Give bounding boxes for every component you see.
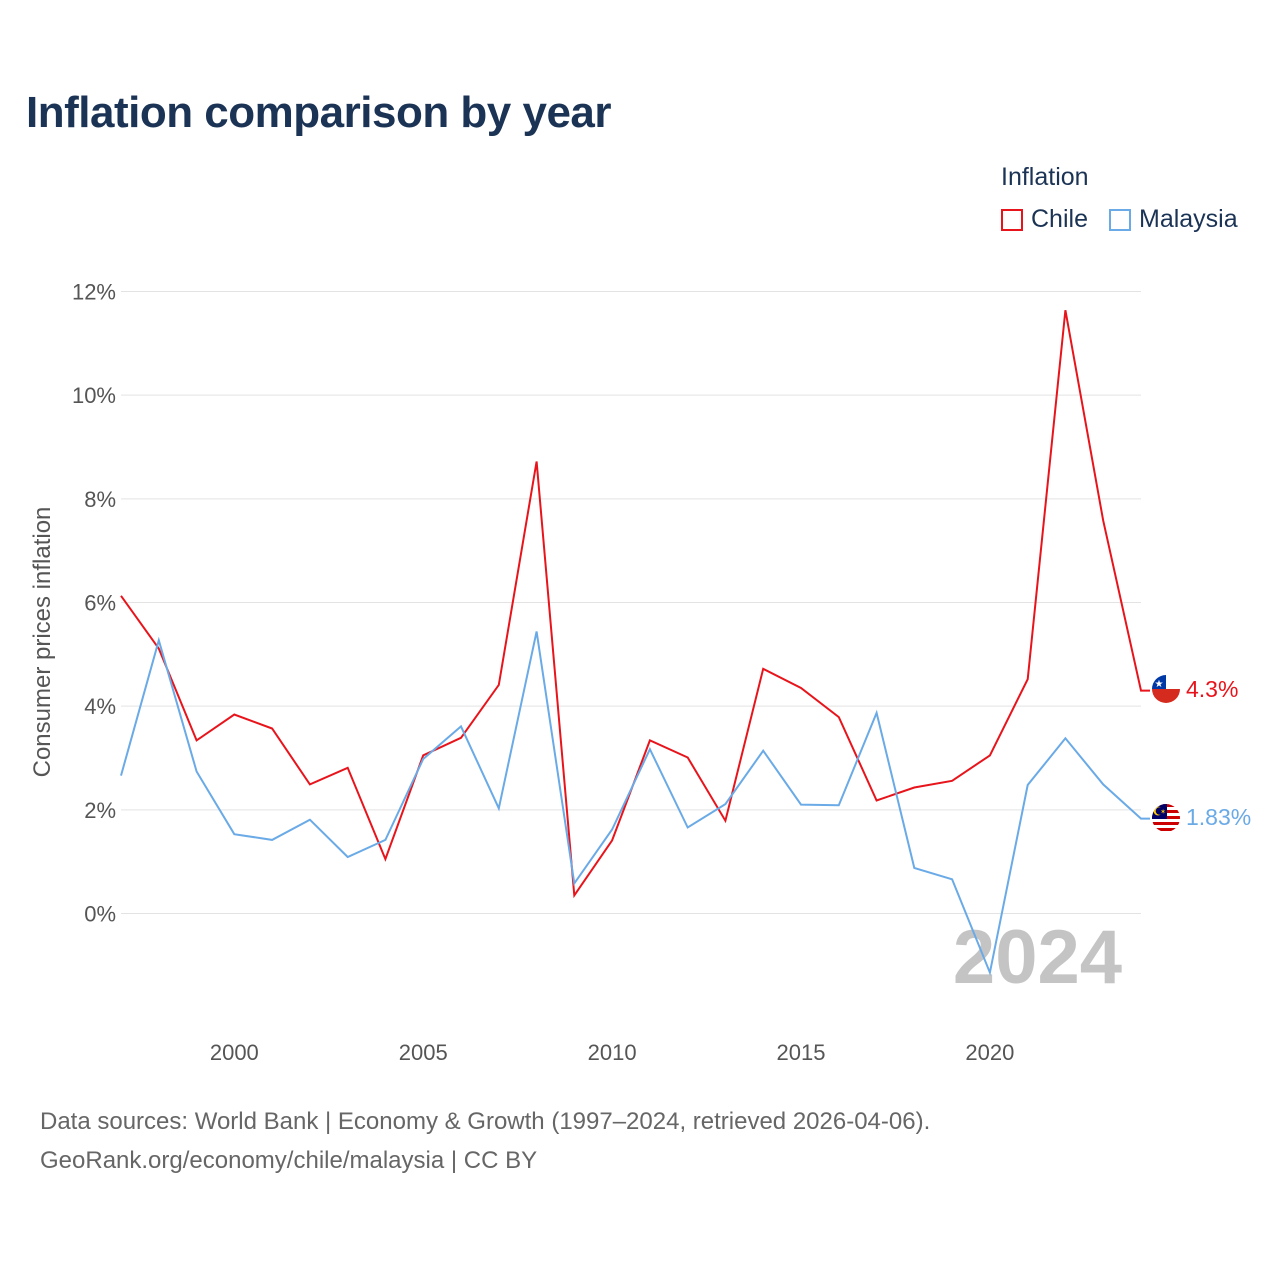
data-point-malaysia[interactable] (720, 799, 730, 809)
data-point-malaysia[interactable] (380, 835, 390, 845)
data-point-chile[interactable] (872, 796, 882, 806)
end-label-malaysia: 1.83% (1186, 804, 1251, 830)
data-point-chile[interactable] (947, 776, 957, 786)
data-point-chile[interactable] (305, 779, 315, 789)
malaysia-flag-icon: ✶ (1152, 804, 1180, 832)
end-label-chile: 4.3% (1186, 676, 1238, 702)
data-point-chile[interactable] (494, 680, 504, 690)
legend-label-chile: Chile (1031, 205, 1088, 233)
x-tick-label: 2010 (588, 1040, 637, 1065)
data-point-chile[interactable] (380, 854, 390, 864)
data-point-chile[interactable] (645, 735, 655, 745)
data-point-malaysia[interactable] (418, 754, 428, 764)
source-citation: Data sources: World Bank | Economy & Gro… (40, 1108, 931, 1135)
chile-flag-icon: ★ (1152, 675, 1180, 703)
data-point-chile[interactable] (229, 709, 239, 719)
source-link[interactable]: GeoRank.org/economy/chile/malaysia | CC … (40, 1147, 538, 1174)
data-point-malaysia[interactable] (796, 800, 806, 810)
svg-text:★: ★ (1155, 679, 1164, 690)
data-point-malaysia[interactable] (229, 829, 239, 839)
data-point-chile[interactable] (720, 816, 730, 826)
legend-item-malaysia[interactable]: Malaysia (1109, 205, 1238, 234)
data-point-chile[interactable] (569, 890, 579, 900)
data-point-malaysia[interactable] (267, 835, 277, 845)
data-point-chile[interactable] (343, 763, 353, 773)
data-point-chile[interactable] (985, 750, 995, 760)
data-point-malaysia[interactable] (834, 800, 844, 810)
data-point-chile[interactable] (116, 591, 126, 601)
grid-lines (121, 291, 1141, 914)
data-point-malaysia[interactable] (569, 878, 579, 888)
data-point-chile[interactable] (1136, 686, 1146, 696)
y-tick-label: 2% (84, 798, 116, 823)
data-point-chile[interactable] (834, 712, 844, 722)
data-point-chile[interactable] (683, 752, 693, 762)
data-point-malaysia[interactable] (456, 721, 466, 731)
data-point-chile[interactable] (758, 664, 768, 674)
legend-item-chile[interactable]: Chile (1001, 205, 1088, 234)
end-labels: 4.3% 1.83% (1186, 676, 1251, 830)
series-line-malaysia[interactable] (120, 631, 1150, 977)
x-tick-label: 2005 (399, 1040, 448, 1065)
x-tick-label: 2000 (210, 1040, 259, 1065)
data-point-malaysia[interactable] (116, 771, 126, 781)
svg-text:✶: ✶ (1160, 808, 1166, 816)
data-point-malaysia[interactable] (607, 825, 617, 835)
data-point-chile[interactable] (532, 457, 542, 467)
year-watermark: 2024 (953, 915, 1122, 1000)
x-tick-label: 2020 (965, 1040, 1014, 1065)
data-point-chile[interactable] (267, 723, 277, 733)
chart-title: Inflation comparison by year (26, 88, 612, 137)
y-tick-label: 6% (84, 591, 116, 616)
data-point-malaysia[interactable] (532, 627, 542, 637)
series-line-chile[interactable] (120, 310, 1150, 899)
data-point-malaysia[interactable] (909, 863, 919, 873)
legend-label-malaysia: Malaysia (1139, 205, 1238, 233)
data-point-chile[interactable] (1023, 674, 1033, 684)
data-point-malaysia[interactable] (758, 746, 768, 756)
data-point-malaysia[interactable] (305, 815, 315, 825)
data-point-malaysia[interactable] (343, 852, 353, 862)
legend-swatch-malaysia (1109, 208, 1131, 231)
data-point-chile[interactable] (909, 783, 919, 793)
y-tick-label: 0% (84, 902, 116, 927)
y-axis-ticks: 0% 2% 4% 6% 8% 10% 12% (72, 280, 116, 927)
data-point-malaysia[interactable] (872, 708, 882, 718)
data-point-malaysia[interactable] (645, 744, 655, 754)
data-point-chile[interactable] (192, 735, 202, 745)
y-axis-title: Consumer prices inflation (29, 507, 56, 778)
y-tick-label: 12% (72, 280, 116, 305)
data-point-chile[interactable] (1060, 305, 1070, 315)
data-point-malaysia[interactable] (1023, 780, 1033, 790)
series-lines (116, 305, 1150, 978)
data-point-chile[interactable] (607, 835, 617, 845)
data-point-malaysia[interactable] (985, 968, 995, 978)
data-point-malaysia[interactable] (947, 874, 957, 884)
data-point-malaysia[interactable] (1060, 733, 1070, 743)
data-point-malaysia[interactable] (1136, 814, 1146, 824)
data-point-malaysia[interactable] (192, 766, 202, 776)
legend-title: Inflation (1001, 163, 1089, 191)
data-point-malaysia[interactable] (494, 803, 504, 813)
data-point-chile[interactable] (796, 683, 806, 693)
data-point-malaysia[interactable] (683, 822, 693, 832)
x-axis-ticks: 2000 2005 2010 2015 2020 (210, 1040, 1015, 1065)
y-tick-label: 8% (84, 487, 116, 512)
data-point-malaysia[interactable] (154, 635, 164, 645)
data-point-chile[interactable] (1098, 516, 1108, 526)
data-point-malaysia[interactable] (1098, 779, 1108, 789)
y-tick-label: 10% (72, 383, 116, 408)
y-tick-label: 4% (84, 694, 116, 719)
x-tick-label: 2015 (777, 1040, 826, 1065)
legend-swatch-chile (1001, 208, 1023, 231)
